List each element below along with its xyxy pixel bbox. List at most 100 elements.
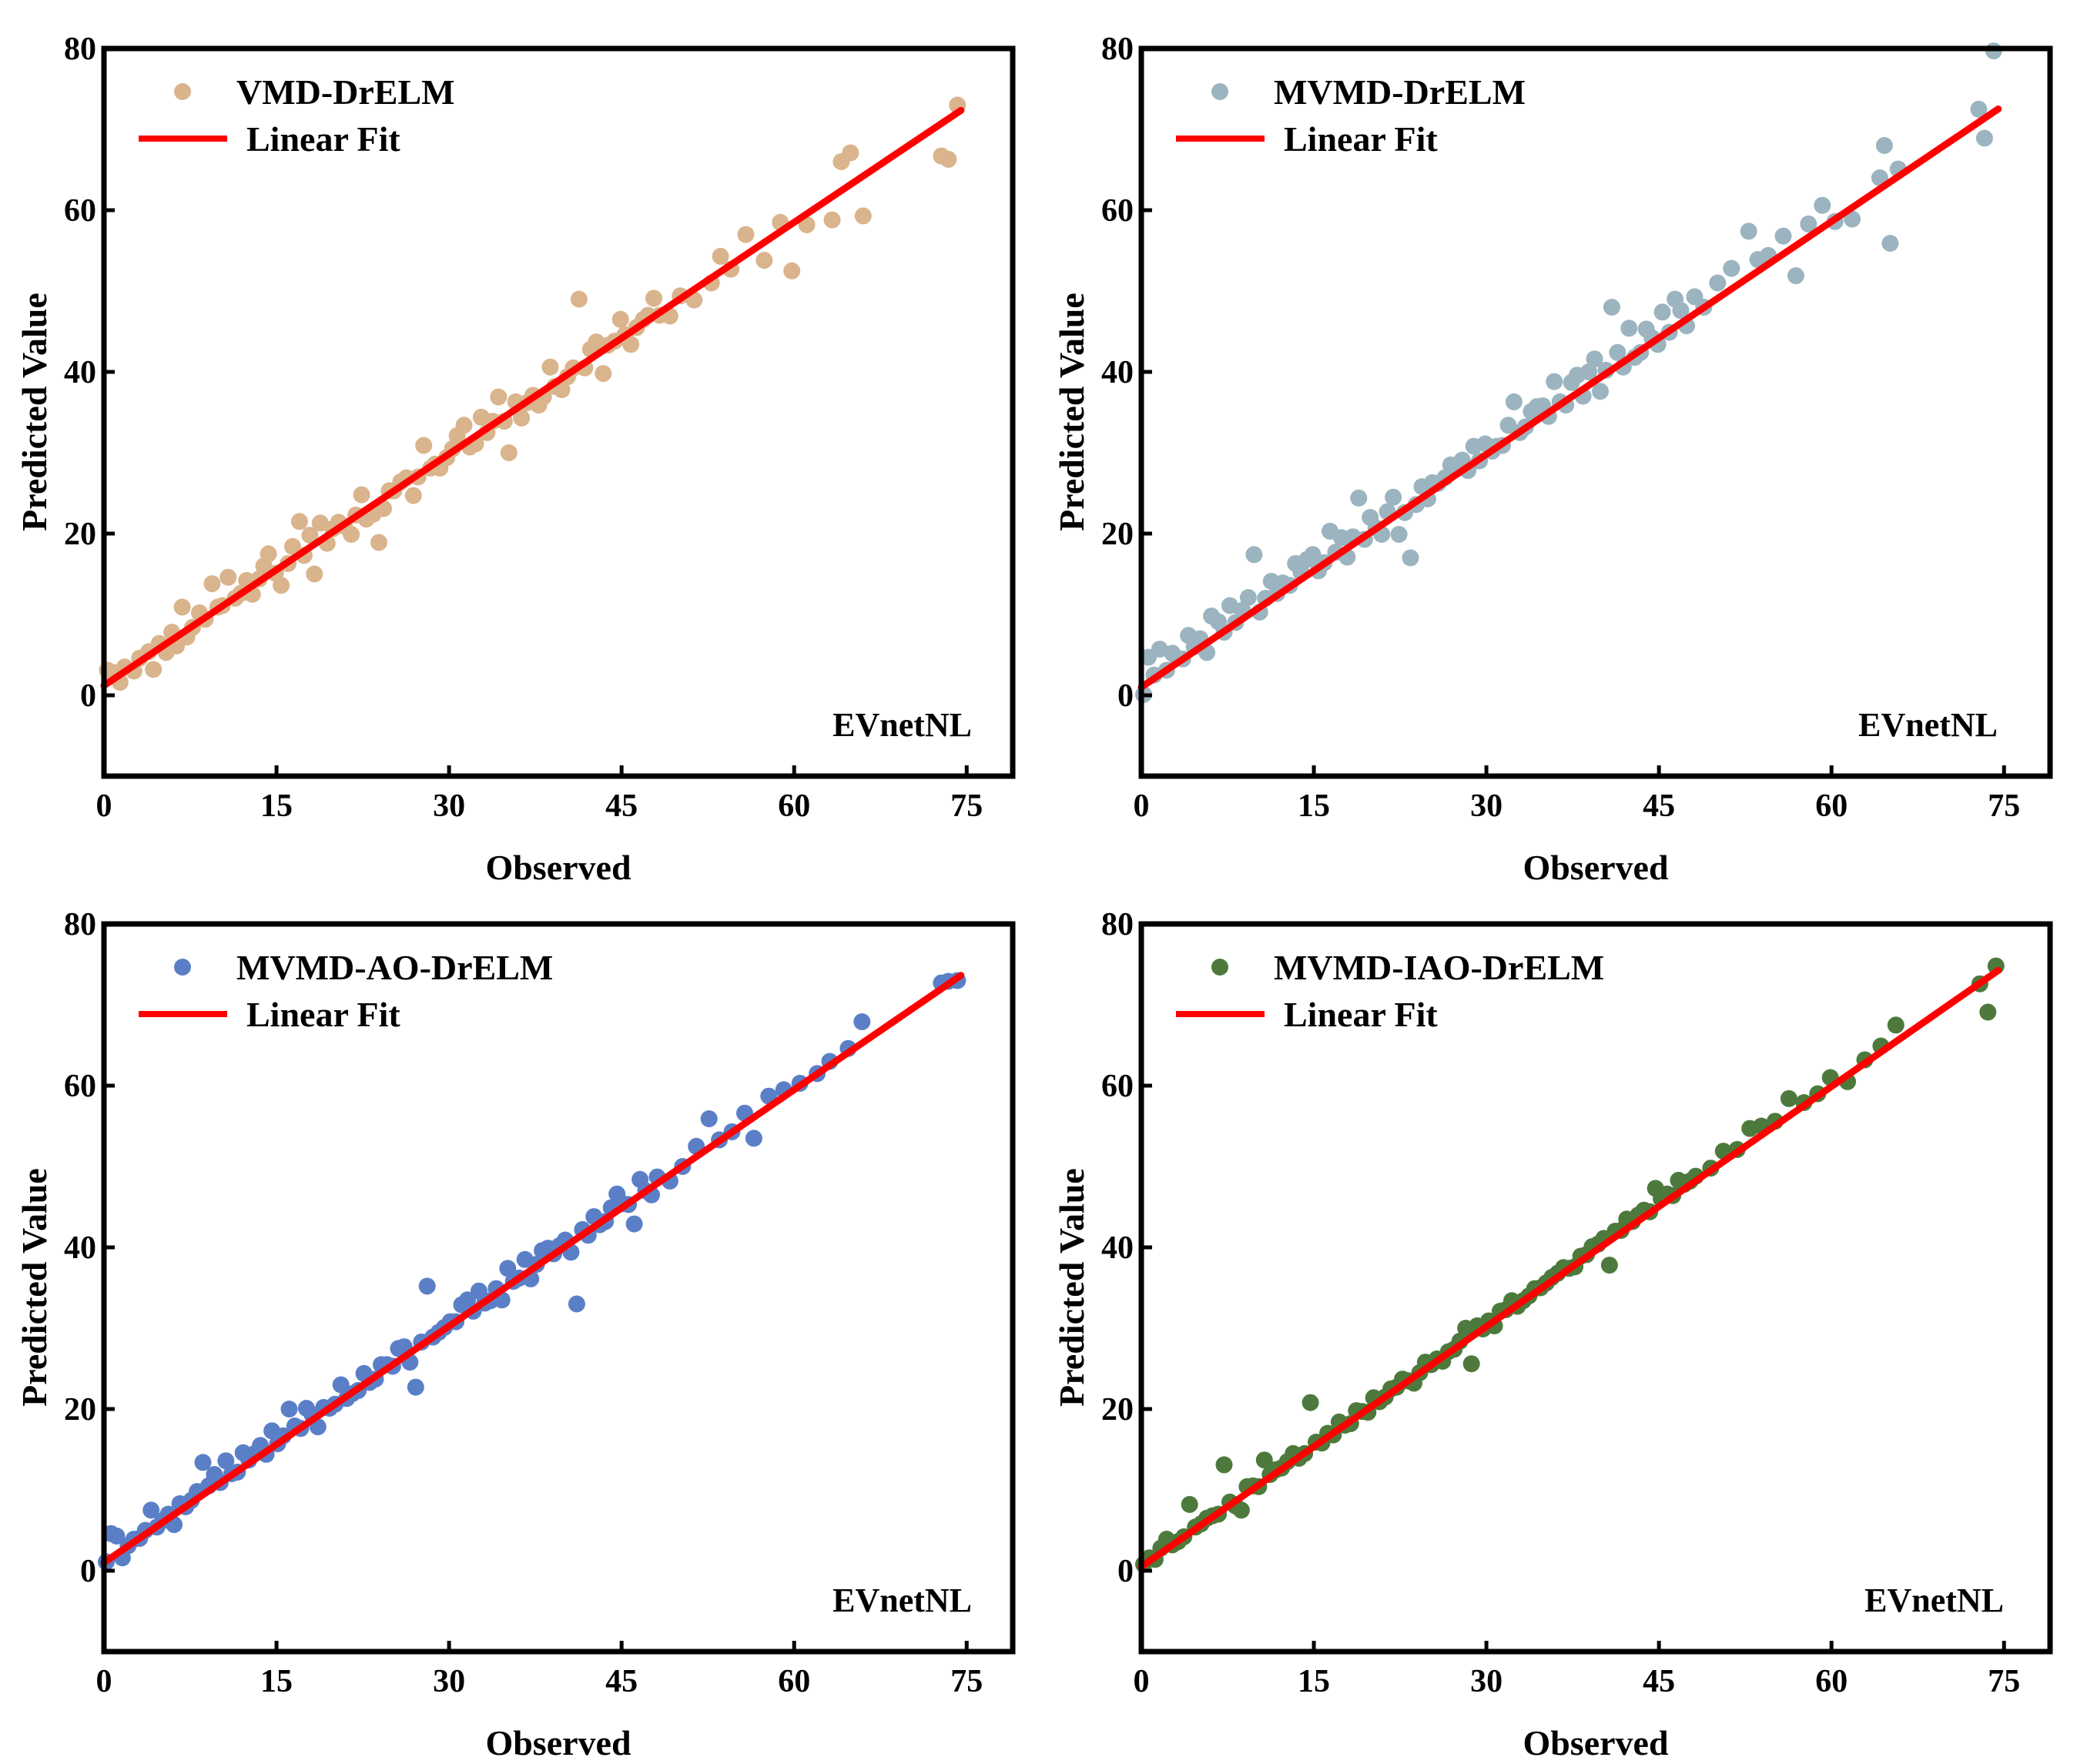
- data-point: [203, 575, 221, 593]
- data-point: [370, 534, 387, 551]
- data-point: [1402, 549, 1419, 567]
- data-point: [1787, 267, 1804, 285]
- x-tick-label: 45: [605, 1664, 638, 1699]
- legend: MVMD-DrELM Linear Fit: [1176, 72, 1526, 159]
- x-tick-label: 45: [1643, 788, 1675, 824]
- y-axis-ticks: 0 20 40 60 80: [64, 907, 115, 1589]
- data-point: [1844, 210, 1861, 228]
- data-point: [415, 437, 433, 454]
- x-tick-label: 30: [1470, 1664, 1502, 1699]
- legend-series-label: MVMD-IAO-DrELM: [1274, 948, 1604, 987]
- panel-mvmd-drelm: 0 15 30 45 60 75 0 20 40 60 80 MVMD-DrELM Linear …: [1101, 32, 2053, 824]
- data-point: [622, 336, 640, 353]
- data-point: [1620, 320, 1638, 337]
- data-point: [1875, 137, 1893, 154]
- dataset-annotation: EVnetNL: [832, 1582, 972, 1619]
- data-point: [219, 568, 237, 586]
- data-point: [1672, 302, 1690, 320]
- linear-fit-line: [100, 972, 965, 1566]
- y-tick-label: 40: [1101, 1230, 1134, 1266]
- data-point: [173, 598, 191, 616]
- data-point: [1181, 1495, 1198, 1513]
- legend-series-marker: [1211, 83, 1228, 100]
- data-point: [407, 1378, 424, 1396]
- data-point: [273, 577, 290, 594]
- x-tick-label: 30: [433, 1664, 465, 1699]
- x-tick-label: 45: [1643, 1664, 1675, 1699]
- x-tick-label: 15: [260, 1664, 293, 1699]
- x-tick-label: 0: [1134, 788, 1150, 824]
- x-tick-label: 75: [950, 788, 983, 824]
- legend: MVMD-AO-DrELM Linear Fit: [139, 948, 553, 1034]
- linear-fit-line: [1137, 105, 2002, 691]
- data-point: [737, 226, 755, 243]
- data-point: [343, 526, 360, 543]
- y-axis-ticks: 0 20 40 60 80: [1101, 32, 1152, 714]
- data-point: [1780, 1090, 1797, 1107]
- data-point: [1970, 100, 1988, 118]
- dataset-annotation: EVnetNL: [832, 706, 972, 744]
- legend-series-label: VMD-DrELM: [236, 72, 455, 112]
- dataset-annotation: EVnetNL: [1864, 1582, 2004, 1619]
- x-axis-label: Observed: [1523, 1723, 1669, 1762]
- panel-mvmd-iao-drelm: 0 15 30 45 60 75 0 20 40 60 80 MVMD-IAO-DrELM Lin…: [1101, 907, 2053, 1699]
- y-tick-label: 20: [1101, 517, 1134, 552]
- data-point: [499, 1260, 517, 1277]
- data-point: [108, 1527, 126, 1545]
- y-tick-label: 60: [64, 193, 96, 229]
- data-point: [404, 487, 422, 504]
- x-tick-label: 15: [1298, 1664, 1330, 1699]
- panel-mvmd-ao-drelm: 0 15 30 45 60 75 0 20 40 60 80 MVMD-AO-DrELM Line…: [64, 907, 1016, 1699]
- x-axis-ticks: 0 15 30 45 60 75: [1134, 765, 2020, 824]
- x-axis-label: Observed: [485, 1723, 631, 1762]
- data-point: [712, 247, 729, 265]
- x-tick-label: 0: [96, 788, 112, 824]
- y-tick-label: 60: [64, 1069, 96, 1104]
- data-point: [145, 661, 162, 678]
- y-axis-ticks: 0 20 40 60 80: [64, 32, 115, 714]
- data-point: [553, 381, 571, 399]
- y-axis-label: Predicted Value: [15, 293, 54, 531]
- x-axis-label: Observed: [485, 848, 631, 887]
- y-axis-label: Predicted Value: [1052, 1168, 1091, 1407]
- data-point: [1740, 223, 1757, 240]
- y-tick-label: 80: [64, 32, 96, 67]
- x-tick-label: 75: [1988, 1664, 2020, 1699]
- data-point: [1580, 363, 1597, 380]
- x-tick-label: 30: [1470, 788, 1502, 824]
- data-point: [290, 513, 308, 531]
- y-tick-label: 40: [1101, 355, 1134, 390]
- x-tick-label: 75: [950, 1664, 983, 1699]
- data-point: [700, 1110, 718, 1127]
- data-point: [301, 527, 319, 544]
- y-tick-label: 0: [80, 678, 96, 714]
- data-point: [1215, 1456, 1233, 1474]
- legend: VMD-DrELM Linear Fit: [139, 72, 455, 159]
- x-tick-label: 60: [1815, 1664, 1848, 1699]
- data-point: [570, 290, 588, 308]
- data-point: [823, 211, 841, 229]
- legend-series-label: MVMD-DrELM: [1274, 72, 1526, 112]
- data-point: [455, 417, 473, 434]
- x-tick-label: 60: [778, 788, 810, 824]
- x-axis-ticks: 0 15 30 45 60 75: [1134, 1641, 2020, 1699]
- data-point: [1586, 350, 1603, 368]
- legend-fit-label: Linear Fit: [1284, 995, 1438, 1034]
- x-tick-label: 30: [433, 788, 465, 824]
- data-point: [1709, 274, 1727, 292]
- data-point: [1975, 129, 1993, 147]
- y-tick-label: 80: [1101, 907, 1134, 942]
- plot-frame: [101, 921, 1016, 1655]
- legend-fit-label: Linear Fit: [246, 995, 400, 1034]
- data-point: [1800, 215, 1817, 233]
- data-point: [284, 537, 301, 555]
- y-axis-label: Predicted Value: [1052, 293, 1091, 531]
- data-point: [1723, 259, 1740, 277]
- data-point: [1462, 1355, 1480, 1373]
- data-point: [1814, 196, 1831, 214]
- y-tick-label: 20: [64, 1392, 96, 1428]
- x-tick-label: 0: [96, 1664, 112, 1699]
- data-point: [783, 262, 801, 279]
- y-axis-label: Predicted Value: [15, 1168, 54, 1407]
